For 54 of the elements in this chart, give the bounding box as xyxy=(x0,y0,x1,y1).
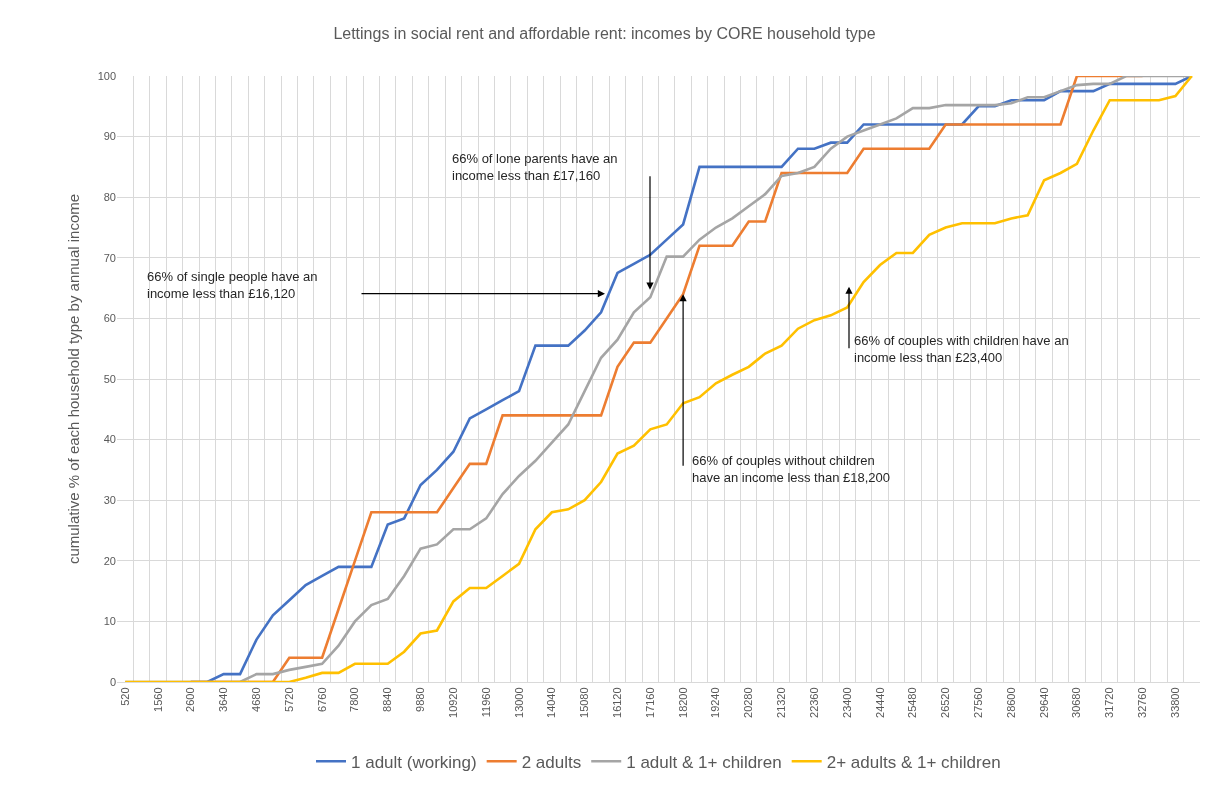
y-tick-label: 0 xyxy=(109,675,116,688)
y-tick-label: 90 xyxy=(103,130,116,143)
x-tick-label: 25480 xyxy=(906,687,919,718)
x-tick-label: 16120 xyxy=(611,687,624,718)
x-tick-label: 10920 xyxy=(446,687,459,718)
legend-label: 1 adult (working) xyxy=(351,752,477,772)
x-tick-label: 14040 xyxy=(545,687,558,718)
legend-label: 1 adult & 1+ children xyxy=(626,752,782,772)
x-tick-label: 18200 xyxy=(676,687,689,718)
x-tick-label: 7800 xyxy=(348,687,361,712)
annotation: 66% of couples with children have an income less than £23,400 xyxy=(854,333,1069,365)
x-tick-label: 24440 xyxy=(873,687,886,718)
x-tick-label: 5720 xyxy=(282,687,295,712)
x-tick-label: 22360 xyxy=(807,687,820,718)
x-tick-label: 32760 xyxy=(1136,687,1149,718)
x-tick-label: 520 xyxy=(118,687,131,706)
x-tick-label: 3640 xyxy=(217,687,230,712)
chart-title: Lettings in social rent and affordable rent: incomes by CORE household type xyxy=(333,24,876,42)
x-tick-label: 20280 xyxy=(742,687,755,718)
y-tick-label: 50 xyxy=(103,372,116,385)
annotation: 66% of couples without children have an income less than £18,200 xyxy=(692,453,891,485)
x-tick-label: 15080 xyxy=(578,687,591,718)
y-tick-label: 20 xyxy=(103,554,116,567)
x-tick-label: 21320 xyxy=(775,687,788,718)
y-tick-label: 40 xyxy=(103,433,116,446)
y-tick-label: 100 xyxy=(97,69,116,82)
x-tick-label: 4680 xyxy=(250,687,263,712)
x-tick-label: 27560 xyxy=(972,687,985,718)
x-tick-label: 2600 xyxy=(184,687,197,712)
x-tick-label: 28600 xyxy=(1004,687,1017,718)
legend-label: 2+ adults & 1+ children xyxy=(826,752,1001,772)
x-tick-label: 13000 xyxy=(512,687,525,718)
x-tick-label: 9880 xyxy=(414,687,427,712)
y-axis-title: cumulative % of each household type by annual income xyxy=(64,193,82,565)
x-tick-label: 23400 xyxy=(840,687,853,718)
y-tick-label: 10 xyxy=(103,615,116,628)
x-tick-label: 33800 xyxy=(1168,687,1181,718)
x-tick-label: 30680 xyxy=(1070,687,1083,718)
y-tick-label: 30 xyxy=(103,494,116,507)
annotation: 66% of lone parents have an income less than £17,160 xyxy=(452,151,618,183)
x-tick-label: 17160 xyxy=(643,687,656,718)
legend-label: 2 adults xyxy=(521,752,582,772)
x-tick-label: 29640 xyxy=(1037,687,1050,718)
x-tick-label: 11960 xyxy=(479,687,492,718)
y-tick-label: 60 xyxy=(103,312,116,325)
x-tick-label: 8840 xyxy=(381,687,394,712)
x-tick-label: 31720 xyxy=(1103,687,1116,718)
x-tick-label: 26520 xyxy=(939,687,952,718)
x-tick-label: 19240 xyxy=(709,687,722,718)
x-tick-label: 6760 xyxy=(315,687,328,712)
y-tick-label: 70 xyxy=(103,251,116,264)
annotation: 66% of single people have an income less than £16,120 xyxy=(147,269,318,301)
x-tick-label: 1560 xyxy=(151,687,164,712)
y-tick-label: 80 xyxy=(103,191,116,204)
